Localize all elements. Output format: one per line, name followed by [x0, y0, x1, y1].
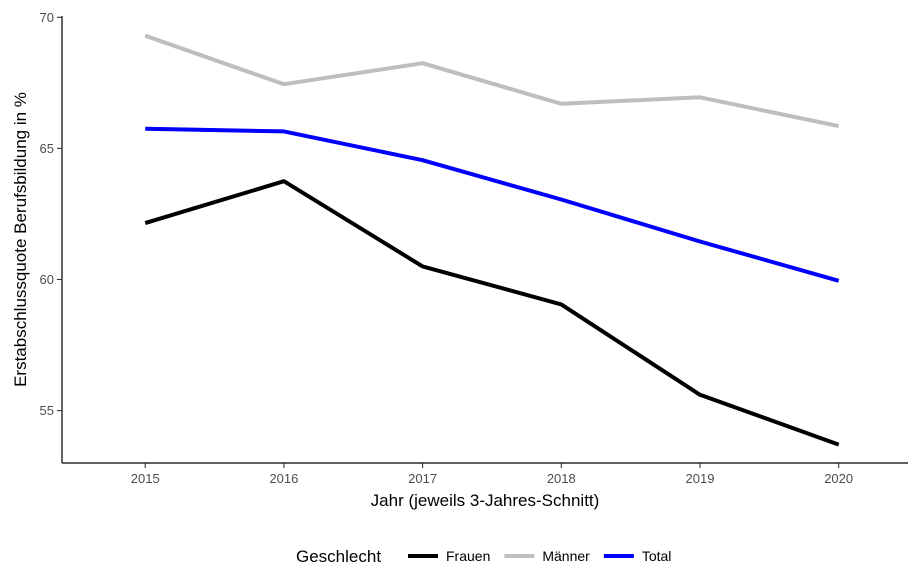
- series-line-m-nner: [144, 33, 840, 129]
- y-tick-label: 60: [40, 272, 54, 287]
- x-tick-label: 2017: [408, 471, 437, 486]
- x-tick-label: 2016: [269, 471, 298, 486]
- x-tick-label: 2018: [547, 471, 576, 486]
- y-axis-ticks: 55 60 65 70: [40, 10, 62, 418]
- series-line-frauen: [144, 179, 840, 447]
- legend: Geschlecht Frauen Männer Total: [296, 547, 671, 564]
- legend-label: Total: [642, 548, 672, 564]
- y-tick-label: 55: [40, 403, 54, 418]
- y-tick-label: 65: [40, 141, 54, 156]
- legend-label: Männer: [542, 548, 590, 564]
- x-tick-label: 2020: [824, 471, 853, 486]
- series-layer: [144, 33, 840, 447]
- series-line-total: [145, 126, 840, 283]
- x-tick-label: 2019: [686, 471, 715, 486]
- legend-title: Geschlecht: [296, 547, 381, 564]
- y-axis-title: Erstabschlussquote Berufsbildung in %: [11, 92, 30, 387]
- y-tick-label: 70: [40, 10, 54, 25]
- x-tick-label: 2015: [131, 471, 160, 486]
- x-axis-ticks: 2015 2016 2017 2018 2019 2020: [131, 463, 853, 486]
- legend-label: Frauen: [446, 548, 490, 564]
- x-axis-title: Jahr (jeweils 3-Jahres-Schnitt): [371, 491, 600, 510]
